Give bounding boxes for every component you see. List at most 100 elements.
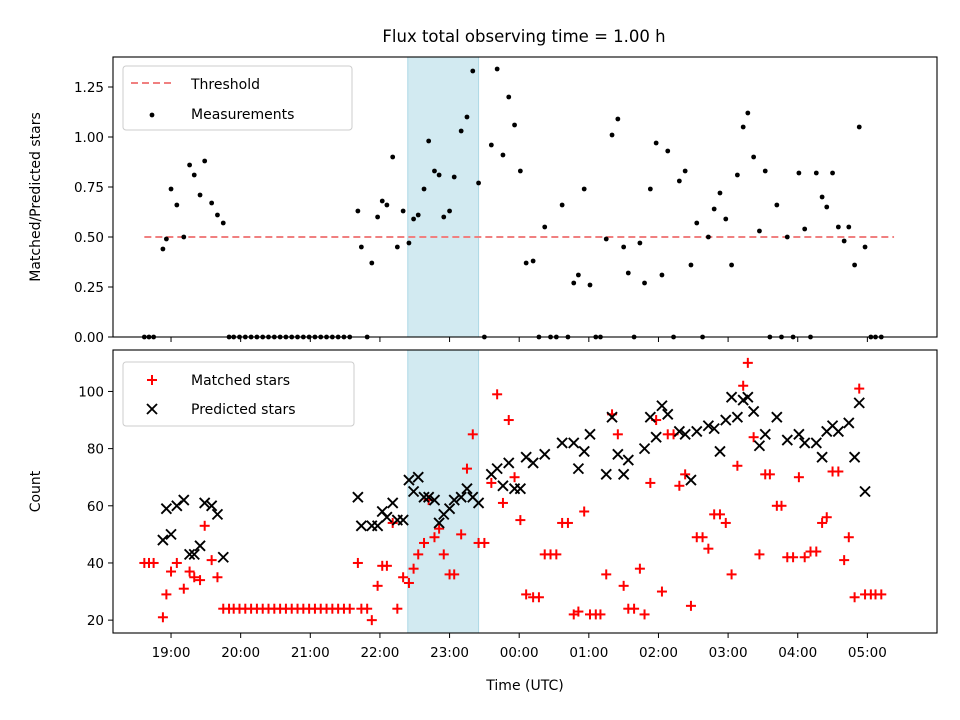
top-legend-box — [122, 65, 353, 131]
bottom-axes-frame — [112, 349, 938, 634]
measurement-point — [202, 158, 208, 164]
cross-stroke-b — [428, 494, 441, 506]
matched-star-point — [486, 477, 497, 488]
predicted-star-point — [662, 408, 674, 420]
legend-measurements-swatch — [149, 112, 155, 118]
measurement-point — [740, 124, 746, 130]
matched-star-point — [362, 603, 373, 614]
matched-star-point — [833, 466, 844, 477]
matched-star-point — [533, 592, 544, 603]
matched-star-point — [212, 572, 223, 583]
predicted-star-point — [371, 520, 384, 532]
cross-stroke-b — [371, 520, 384, 532]
cross-stroke-b — [497, 480, 509, 492]
top-ytick-label: 0.25 — [74, 280, 104, 296]
predicted-star-point — [793, 428, 805, 441]
predicted-star-point — [461, 482, 473, 495]
predicted-star-point — [708, 422, 720, 435]
bottom-y-axis-label: Count — [28, 470, 44, 512]
bot-xtick-label: 00:00 — [500, 645, 539, 661]
predicted-star-point — [612, 448, 624, 461]
cross-stroke-b — [520, 451, 532, 463]
predicted-star-point — [781, 434, 793, 446]
predicted-star-point — [194, 540, 206, 552]
matched-star-point — [680, 469, 691, 480]
cross-stroke-b — [612, 448, 624, 461]
measurement-point — [665, 148, 671, 154]
matched-star-point — [456, 529, 467, 540]
measurement-point — [659, 272, 665, 278]
bot-xtick-label: 20:00 — [221, 645, 260, 661]
measurement-point — [394, 244, 400, 250]
cross-stroke-b — [572, 462, 585, 475]
bottom-y-axis-ticks: 20 40 60 80 100 — [78, 384, 113, 629]
cross-stroke-b — [859, 485, 871, 498]
predicted-star-point — [407, 485, 420, 498]
measurement-point — [426, 138, 432, 144]
bottom-x-axis-ticks: 19:00 20:00 21:00 22:00 23:00 00:00 01:00 02:00… — [152, 633, 887, 661]
matched-star-point — [601, 569, 612, 580]
bot-ytick-label: 100 — [78, 384, 104, 400]
matched-star-point — [764, 469, 775, 480]
bot-ytick-label: 60 — [87, 499, 104, 515]
measurement-point — [587, 282, 593, 288]
matched-star-point — [178, 583, 189, 594]
measurement-point — [421, 186, 427, 192]
measurement-point — [512, 122, 517, 128]
matched-star-point — [685, 600, 696, 611]
predicted-star-point — [497, 480, 509, 492]
measurement-point — [796, 170, 802, 176]
cross-stroke-b — [178, 494, 190, 506]
cross-stroke-b — [217, 551, 229, 563]
bot-xtick-label: 22:00 — [360, 645, 399, 661]
measurement-point — [745, 110, 751, 116]
measurement-point — [458, 128, 464, 134]
legend-threshold-label: Threshold — [190, 77, 260, 93]
cross-stroke-b — [644, 411, 657, 423]
matched-star-point — [714, 509, 725, 520]
cross-stroke-b — [771, 411, 783, 423]
cross-stroke-b — [753, 440, 766, 452]
measurement-point — [625, 270, 631, 276]
matched-star-point — [387, 517, 398, 528]
predicted-star-point — [638, 442, 651, 455]
cross-stroke-b — [568, 437, 580, 449]
legend-matched-label: Matched stars — [191, 373, 290, 389]
bot-xtick-label: 05:00 — [848, 645, 887, 661]
bot-xtick-label: 02:00 — [639, 645, 678, 661]
matched-star-point — [811, 546, 822, 557]
measurement-point — [160, 246, 166, 252]
measurement-point — [647, 186, 653, 192]
predicted-star-point — [656, 400, 668, 412]
measurement-point — [451, 174, 457, 180]
matched-star-point — [189, 572, 200, 583]
predicted-star-point — [178, 494, 190, 506]
cross-stroke-b — [584, 428, 596, 441]
measurement-point — [355, 208, 361, 214]
matched-star-point — [562, 517, 573, 528]
measurement-point — [642, 280, 647, 286]
bot-xtick-label: 01:00 — [569, 645, 608, 661]
matched-star-point — [612, 429, 623, 440]
matched-star-point — [788, 552, 799, 563]
predicted-star-point — [397, 514, 409, 526]
matched-star-point — [352, 557, 363, 568]
cross-stroke-b — [455, 491, 467, 503]
cross-stroke-b — [816, 451, 828, 463]
matched-star-point — [573, 606, 584, 617]
matched-star-point — [697, 532, 708, 543]
predicted-star-point — [859, 485, 871, 498]
matched-star-point — [843, 532, 854, 543]
measurement-point — [835, 224, 841, 230]
matched-star-point — [509, 472, 520, 483]
measurement-point — [717, 190, 723, 196]
matched-star-point — [854, 383, 865, 394]
measurement-point — [209, 200, 215, 206]
predicted-star-point — [503, 457, 515, 469]
predicted-star-point — [165, 528, 177, 541]
cross-stroke-b — [781, 434, 793, 446]
legend-matched-swatch — [147, 375, 157, 385]
predicted-star-point — [443, 502, 456, 515]
cross-stroke-b — [578, 445, 590, 458]
